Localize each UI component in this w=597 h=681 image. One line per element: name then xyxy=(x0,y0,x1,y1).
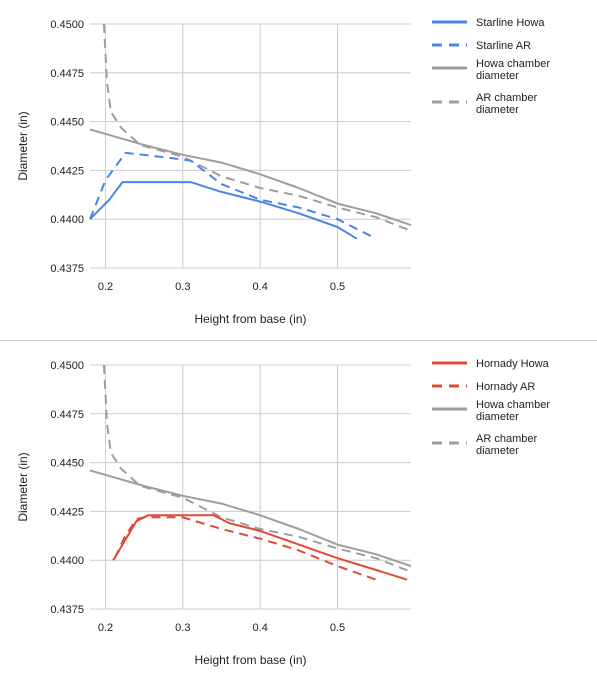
y-axis-title: Diameter (in) xyxy=(16,111,30,180)
y-tick-label: 0.4500 xyxy=(50,19,84,31)
x-tick-label: 0.4 xyxy=(253,281,268,293)
y-tick-label: 0.4375 xyxy=(50,604,84,616)
y-tick-label: 0.4400 xyxy=(50,214,84,226)
legend-label-howa-chamber-diameter: Howa chamber diameter xyxy=(476,399,550,423)
y-tick-label: 0.4475 xyxy=(50,68,84,80)
x-tick-label: 0.3 xyxy=(175,622,190,634)
series-line-ar-chamber-diameter xyxy=(102,23,412,232)
y-tick-label: 0.4425 xyxy=(50,506,84,518)
x-tick-label: 0.2 xyxy=(98,281,113,293)
series-line-howa-chamber-diameter xyxy=(89,469,412,568)
legend-label-howa-chamber-diameter: Howa chamber diameter xyxy=(476,58,550,82)
x-tick-label: 0.5 xyxy=(330,281,345,293)
chart-starline: 0.4375 0.4400 0.4425 0.4450 0.4475 0.4500 0.2 0… xyxy=(16,17,550,326)
legend-label-hornady-ar: Hornady AR xyxy=(476,381,535,393)
y-tick-label: 0.4450 xyxy=(50,458,84,470)
y-tick-label: 0.4500 xyxy=(50,360,84,372)
legend-label-starline-howa: Starline Howa xyxy=(476,17,545,29)
series-line-ar-chamber-diameter xyxy=(102,364,412,573)
chart-panel-starline: 0.4375 0.4400 0.4425 0.4450 0.4475 0.4500 0.2 0… xyxy=(0,0,597,340)
y-tick-label: 0.4475 xyxy=(50,409,84,421)
x-tick-label: 0.4 xyxy=(253,622,268,634)
legend-label-ar-chamber-diameter: AR chamber diameter xyxy=(476,92,537,116)
y-tick-label: 0.4400 xyxy=(50,555,84,567)
x-axis-title: Height from base (in) xyxy=(194,653,306,667)
legend-label-starline-ar: Starline AR xyxy=(476,40,531,52)
y-tick-label: 0.4425 xyxy=(50,165,84,177)
x-axis-title: Height from base (in) xyxy=(194,312,306,326)
chart-hornady: 0.4375 0.4400 0.4425 0.4450 0.4475 0.4500 0.2 0… xyxy=(16,358,550,667)
y-tick-label: 0.4375 xyxy=(50,263,84,275)
x-tick-label: 0.5 xyxy=(330,622,345,634)
series-line-hornady-ar xyxy=(113,516,377,581)
series-line-howa-chamber-diameter xyxy=(89,128,412,227)
x-tick-label: 0.3 xyxy=(175,281,190,293)
series-line-starline-howa xyxy=(89,181,358,240)
series-line-hornady-howa xyxy=(112,514,408,581)
y-tick-label: 0.4450 xyxy=(50,117,84,129)
legend-label-ar-chamber-diameter: AR chamber diameter xyxy=(476,433,537,457)
x-tick-label: 0.2 xyxy=(98,622,113,634)
y-axis-title: Diameter (in) xyxy=(16,452,30,521)
chart-panel-hornady: 0.4375 0.4400 0.4425 0.4450 0.4475 0.4500 0.2 0… xyxy=(0,341,597,681)
legend-label-hornady-howa: Hornady Howa xyxy=(476,358,550,370)
chart-divider xyxy=(0,340,597,341)
